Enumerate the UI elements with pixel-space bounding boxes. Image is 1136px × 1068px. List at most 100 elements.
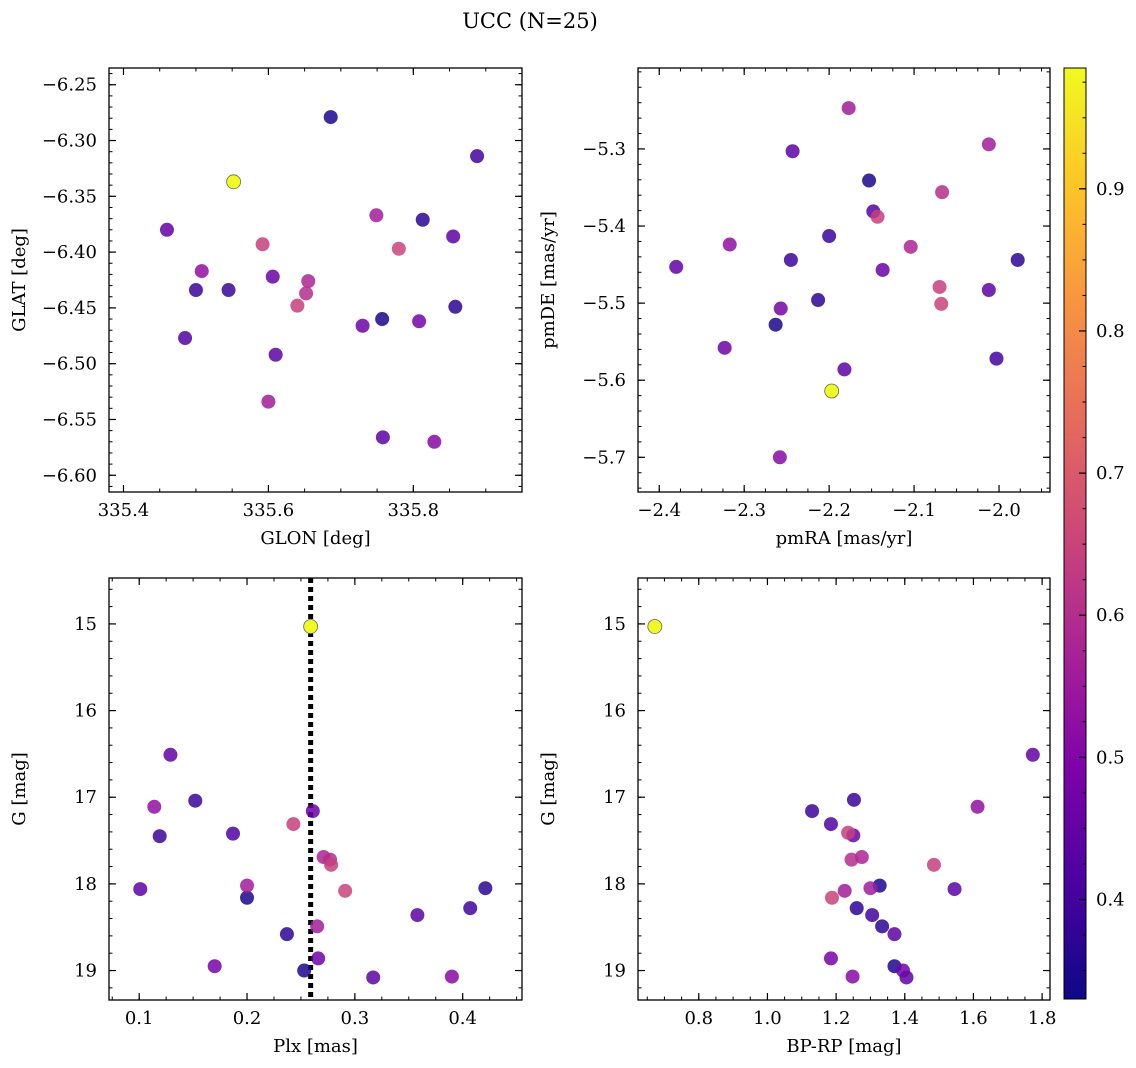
x-tick-label: 1.4 — [890, 1008, 919, 1029]
data-point — [947, 882, 962, 897]
data-point — [268, 347, 283, 362]
y-tick-label: 19 — [74, 961, 97, 982]
data-point — [845, 969, 860, 984]
colorbar-tick-label: 0.4 — [1096, 890, 1125, 911]
data-point — [323, 110, 338, 125]
y-tick-label: −6.30 — [42, 131, 97, 152]
data-point — [824, 383, 840, 399]
panel-bprp-g: 0.8 1.0 1.2 1.4 1.6 1.8 15 16 17 18 19 BP-RP [mag] G… — [538, 577, 1057, 1057]
data-point — [722, 237, 737, 252]
minor-ticks — [109, 578, 522, 1000]
data-point — [811, 293, 826, 308]
x-axis-label: BP-RP [mag] — [786, 1036, 901, 1057]
data-point — [255, 237, 270, 252]
data-point — [841, 101, 856, 116]
x-tick-label: 0.3 — [341, 1008, 370, 1029]
data-point — [188, 793, 203, 808]
data-point — [366, 970, 381, 985]
y-tick-label: −5.6 — [582, 370, 626, 391]
y-tick-label: −6.25 — [42, 75, 97, 96]
y-tick-label: 16 — [74, 701, 97, 722]
data-point — [240, 878, 255, 893]
data-point — [849, 901, 864, 916]
x-axis-label: pmRA [mas/yr] — [776, 528, 913, 549]
data-point — [133, 882, 148, 897]
data-point — [303, 619, 319, 634]
data-point — [669, 259, 684, 274]
data-point — [412, 314, 427, 329]
y-tick-label: 17 — [74, 787, 97, 808]
x-tick-label: 335.6 — [243, 500, 295, 521]
data-point — [375, 312, 390, 327]
y-tick-label: 18 — [74, 874, 97, 895]
x-tick-label: 1.2 — [822, 1008, 851, 1029]
x-axis-label: Plx [mas] — [273, 1036, 358, 1057]
y-tick-label: 15 — [74, 614, 97, 635]
x-tick-label: 1.6 — [959, 1008, 988, 1029]
data-point — [470, 149, 485, 164]
data-point — [159, 222, 174, 237]
minor-ticks — [638, 578, 1050, 1000]
data-point — [427, 434, 442, 449]
data-point — [822, 229, 837, 244]
y-axis-label: G [mag] — [9, 752, 30, 825]
colorbar-tick-label: 0.9 — [1096, 179, 1125, 200]
data-point — [837, 362, 852, 377]
data-point — [221, 283, 236, 298]
colorbar-gradient — [1063, 67, 1087, 1000]
data-point — [444, 969, 459, 984]
data-point — [311, 951, 326, 966]
data-point — [863, 881, 878, 896]
colorbar-tick-label: 0.7 — [1096, 463, 1125, 484]
data-point — [823, 817, 838, 832]
figure-title: UCC (N=25) — [462, 9, 598, 33]
data-point — [178, 331, 193, 346]
data-point — [375, 430, 390, 445]
data-point — [301, 274, 316, 289]
x-tick-label: −2.0 — [977, 500, 1021, 521]
y-tick-label: −6.40 — [42, 242, 97, 263]
data-point — [207, 959, 222, 974]
y-tick-label: 16 — [603, 701, 626, 722]
data-point — [844, 852, 859, 867]
data-point — [355, 318, 370, 333]
data-point — [240, 890, 255, 905]
x-tick-label: 335.8 — [388, 500, 440, 521]
data-point — [934, 296, 949, 311]
data-point — [410, 908, 425, 923]
data-point — [772, 450, 787, 465]
y-tick-label: −5.3 — [582, 139, 626, 160]
panel-plx-g: 0.1 0.2 0.3 0.4 15 16 17 18 19 Plx [mas] G [mag] — [9, 577, 523, 1057]
y-tick-label: 18 — [603, 874, 626, 895]
data-point — [805, 804, 820, 819]
axes-frame — [637, 67, 1051, 493]
x-tick-label: 0.8 — [684, 1008, 713, 1029]
data-point — [324, 857, 339, 872]
data-point — [147, 799, 162, 814]
panel-glon-glat: 335.4 335.6 335.8 −6.60 −6.55 −6.50 −6.45 −6.40… — [9, 67, 523, 549]
data-point — [261, 394, 276, 409]
data-point — [194, 264, 209, 279]
axes-frame — [108, 577, 523, 1001]
data-point — [305, 804, 320, 819]
data-point — [415, 212, 430, 227]
data-point — [188, 283, 203, 298]
data-point — [862, 173, 877, 188]
data-point — [768, 317, 783, 332]
x-axis-label: GLON [deg] — [260, 528, 370, 549]
data-point — [286, 817, 301, 832]
data-point — [981, 137, 996, 152]
x-tick-label: 1.8 — [1028, 1008, 1057, 1029]
data-point — [1010, 252, 1025, 267]
data-point — [279, 927, 294, 942]
x-tick-label: −2.4 — [637, 500, 681, 521]
y-tick-label: −6.35 — [42, 186, 97, 207]
colorbar: 0.4 0.5 0.6 0.7 0.8 0.9 — [1063, 67, 1125, 1000]
colorbar-ticks: 0.4 0.5 0.6 0.7 0.8 0.9 — [1079, 81, 1125, 972]
axes-frame — [108, 67, 523, 493]
y-tick-label: 15 — [603, 614, 626, 635]
data-point — [989, 351, 1004, 366]
data-point — [926, 857, 941, 872]
data-point — [837, 883, 852, 898]
